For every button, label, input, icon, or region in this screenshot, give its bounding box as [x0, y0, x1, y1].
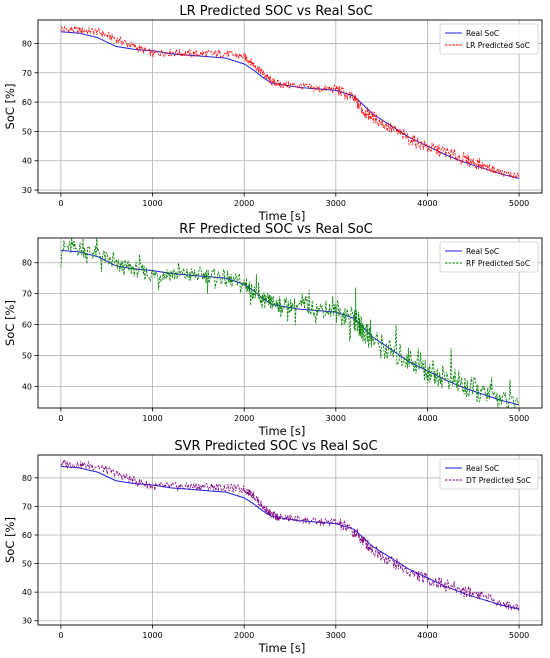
x-tick-label: 4000 — [417, 199, 437, 208]
x-axis-label: Time [s] — [258, 209, 306, 223]
chart-title: RF Predicted SOC vs Real SoC — [179, 222, 373, 237]
legend: Real SoC LR Predicted SoC — [439, 23, 539, 55]
legend-label: Real SoC — [466, 29, 499, 38]
y-tick-label: 80 — [22, 259, 32, 268]
x-tick-label: 3000 — [326, 199, 346, 208]
series-line-predicted — [60, 459, 520, 612]
x-axis-label: Time [s] — [258, 641, 306, 655]
y-tick-label: 40 — [22, 588, 32, 597]
x-tick-label: 2000 — [234, 414, 254, 423]
y-axis-label: SoC [%] — [3, 517, 17, 563]
chart-panel: 0 1000 2000 3000 4000 5000 30 40 50 60 70 80 LR Pred… — [3, 4, 543, 223]
x-tick-label: 0 — [58, 631, 63, 640]
series-line-predicted — [60, 238, 520, 408]
y-tick-label: 70 — [22, 290, 32, 299]
legend-label: Real SoC — [466, 247, 499, 256]
legend-label: Real SoC — [466, 464, 499, 473]
x-tick-label: 1000 — [142, 199, 162, 208]
y-tick-label: 50 — [22, 127, 32, 136]
y-tick-label: 30 — [22, 617, 32, 626]
x-tick-label: 1000 — [142, 631, 162, 640]
y-tick-label: 40 — [22, 382, 32, 391]
x-tick-label: 5000 — [509, 199, 529, 208]
legend: Real SoC RF Predicted SoC — [439, 241, 539, 273]
series-line-real — [60, 31, 520, 179]
chart-panel: 0 1000 2000 3000 4000 5000 40 50 60 70 80 RF Predic… — [3, 222, 543, 438]
chart-title: SVR Predicted SOC vs Real SoC — [174, 439, 377, 454]
chart-panel: 0 1000 2000 3000 4000 5000 30 40 50 60 70 80 SVR Pre… — [3, 439, 543, 655]
x-tick-label: 4000 — [417, 631, 437, 640]
legend: Real SoC DT Predicted SoC — [439, 458, 539, 490]
legend-label: LR Predicted SoC — [466, 41, 530, 50]
y-tick-label: 50 — [22, 560, 32, 569]
x-tick-label: 5000 — [509, 631, 529, 640]
x-tick-label: 2000 — [234, 199, 254, 208]
chart-title: LR Predicted SOC vs Real SoC — [179, 4, 372, 19]
x-tick-label: 2000 — [234, 631, 254, 640]
y-tick-label: 40 — [22, 157, 32, 166]
x-tick-label: 0 — [58, 414, 63, 423]
axes-frame — [37, 237, 543, 409]
x-tick-label: 5000 — [509, 414, 529, 423]
y-axis-label: SoC [%] — [3, 84, 17, 130]
y-tick-label: 70 — [22, 69, 32, 78]
axes-frame — [37, 19, 543, 194]
x-tick-label: 1000 — [142, 414, 162, 423]
series-line-predicted — [60, 25, 520, 180]
x-tick-label: 4000 — [417, 414, 437, 423]
x-tick-label: 0 — [58, 199, 63, 208]
y-tick-label: 80 — [22, 39, 32, 48]
y-tick-label: 70 — [22, 502, 32, 511]
legend-box — [439, 458, 539, 490]
y-tick-label: 60 — [22, 98, 32, 107]
y-tick-label: 60 — [22, 321, 32, 330]
y-axis-label: SoC [%] — [3, 300, 17, 346]
y-tick-label: 60 — [22, 531, 32, 540]
y-tick-label: 80 — [22, 474, 32, 483]
x-axis-label: Time [s] — [258, 424, 306, 438]
axes-frame — [37, 454, 543, 626]
legend-label: DT Predicted SoC — [466, 476, 531, 485]
x-tick-label: 3000 — [326, 414, 346, 423]
y-tick-label: 30 — [22, 186, 32, 195]
y-tick-label: 50 — [22, 351, 32, 360]
legend-box — [439, 241, 539, 273]
x-tick-label: 3000 — [326, 631, 346, 640]
legend-box — [439, 23, 539, 55]
legend-label: RF Predicted SoC — [466, 259, 530, 268]
